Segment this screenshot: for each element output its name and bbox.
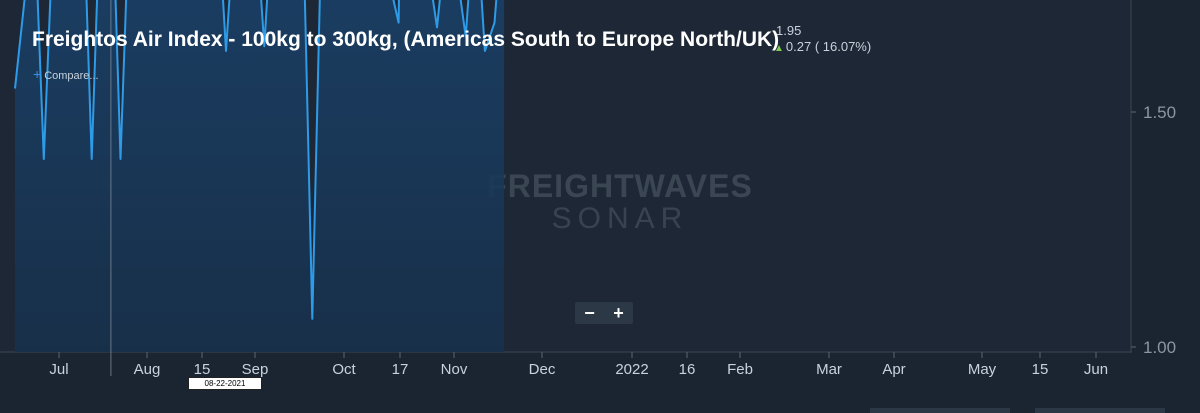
x-tick-label: Dec bbox=[529, 361, 556, 378]
x-tick-label: Nov bbox=[441, 361, 468, 378]
x-tick-label: Feb bbox=[727, 361, 753, 378]
change-indicator: ▲ 0.27 ( 16.07%) bbox=[774, 39, 871, 54]
x-tick-label: Jun bbox=[1084, 361, 1108, 378]
zoom-out-button[interactable]: − bbox=[575, 302, 604, 324]
chart-title: Freightos Air Index - 100kg to 300kg, (A… bbox=[32, 28, 780, 51]
current-value: 1.95 bbox=[776, 23, 802, 38]
watermark-freightwaves: FREIGHTWAVES bbox=[487, 168, 753, 204]
x-tick-label: Apr bbox=[882, 361, 905, 378]
change-value: 0.27 ( 16.07%) bbox=[785, 39, 872, 54]
compare-button[interactable]: + Compare... bbox=[33, 66, 99, 82]
series-line bbox=[14, 0, 498, 320]
series-area bbox=[15, 0, 505, 352]
x-tick-label: Oct bbox=[332, 361, 356, 378]
zoom-controls: − + bbox=[575, 302, 633, 324]
zoom-in-button[interactable]: + bbox=[604, 302, 633, 324]
crosshair-date-label: 08-22-2021 bbox=[188, 377, 262, 390]
x-tick-label: Jul bbox=[49, 361, 68, 378]
compare-label: Compare... bbox=[44, 70, 99, 82]
x-tick-label: Aug bbox=[134, 361, 161, 378]
y-tick-label: 1.00 bbox=[1143, 338, 1176, 357]
watermark-sonar: SONAR bbox=[552, 202, 689, 235]
y-tick-label: 1.50 bbox=[1143, 103, 1176, 122]
x-tick-label: 15 bbox=[194, 361, 211, 378]
x-tick-label: Sep bbox=[242, 361, 269, 378]
scrollbar-thumb bbox=[870, 408, 1010, 413]
x-tick-label: May bbox=[968, 361, 997, 378]
plus-icon: + bbox=[33, 66, 42, 82]
x-tick-label: 16 bbox=[679, 361, 696, 378]
x-tick-label: 17 bbox=[392, 361, 409, 378]
scrollbar-track bbox=[1035, 408, 1165, 413]
x-tick-label: Mar bbox=[816, 361, 842, 378]
x-tick-label: 15 bbox=[1032, 361, 1049, 378]
x-tick-label: 2022 bbox=[615, 361, 648, 378]
up-arrow-icon: ▲ bbox=[774, 43, 784, 54]
